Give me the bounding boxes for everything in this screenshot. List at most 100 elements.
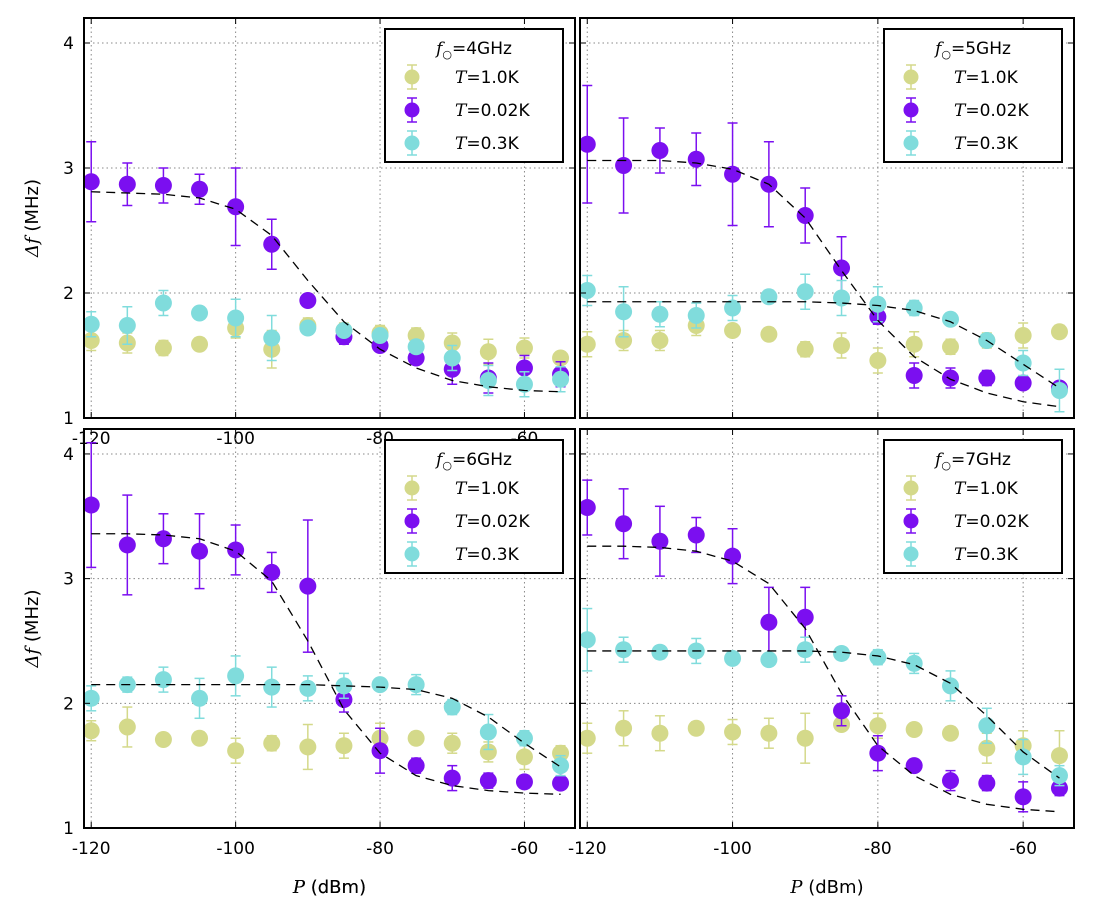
legend-title-var: f [933,39,944,59]
data-point [515,375,533,393]
data-point [687,526,705,544]
data-point [515,773,533,791]
fit-curve [91,191,561,393]
legend-marker [903,513,919,529]
series-1.0K [580,710,1068,782]
data-point [191,729,209,747]
axes-frame [579,428,1075,829]
x-tick-label: -100 [713,839,752,859]
legend-entry-var: T [455,512,468,532]
data-point [978,369,996,387]
legend-marker [404,69,420,85]
data-point [84,722,100,740]
x-axis-label-var: P [789,877,803,898]
y-tick-label: 1 [63,409,74,429]
x-axis-label: P (dBm) [789,877,863,898]
x-tick-label: -80 [864,839,892,859]
legend-entry-value: =1.0K [965,479,1018,499]
legend-entry-var: T [455,479,468,499]
data-point [515,748,533,766]
data-point [615,641,633,659]
data-point [227,309,245,327]
series-0.02K [84,141,570,394]
data-point [263,678,281,696]
data-point [552,757,570,775]
data-point [479,343,497,361]
legend-title-rest: =6GHz [452,450,512,470]
data-point [84,496,100,514]
data-point [263,329,281,347]
plot-area [84,441,570,795]
data-point [580,135,596,153]
data-point [942,772,959,790]
legend-entry-value: =0.02K [466,512,530,532]
axes-frame [83,428,576,829]
data-point [580,335,596,353]
series-0.02K [580,479,1068,813]
data-point [580,282,596,299]
series-1.0K [84,706,570,771]
legend-entry-value: =0.3K [965,134,1018,154]
legend-marker [404,513,420,529]
legend-entry-var: T [954,512,967,532]
data-point [1050,767,1068,785]
legend-entry: T=1.0K [455,68,520,88]
data-point [615,157,633,174]
y-tick-label: 1 [63,819,74,839]
data-point [615,515,633,533]
data-point [833,644,851,662]
data-point [335,691,353,709]
data-point [299,679,317,697]
y-tick-label: 3 [63,159,74,179]
data-point [833,337,851,354]
fit-curve-secondary [91,683,561,768]
legend-marker [404,102,420,118]
data-point [1050,747,1068,765]
x-tick-label: -80 [366,839,394,859]
data-point [942,369,959,387]
legend-entry: T=0.3K [954,134,1019,154]
data-point [118,536,136,554]
series-0.3K [580,273,1068,413]
data-point [869,352,887,369]
axes-frame [579,17,1075,419]
data-point [580,631,596,649]
y-tick-label: 3 [63,570,74,590]
series-0.02K [84,441,570,792]
data-point [443,769,461,787]
data-point [371,676,389,694]
legend-title: f○=7GHz [933,450,1011,472]
x-axis-label: P (dBm) [292,877,366,898]
data-point [905,367,923,384]
data-point [651,643,669,661]
data-point [479,723,497,741]
legend-entry: T=1.0K [954,479,1019,499]
series-1.0K [580,314,1068,374]
data-point [1014,748,1032,766]
legend-marker [404,135,420,151]
data-point [1050,382,1068,399]
data-point [191,689,209,707]
data-point [84,173,100,191]
x-tick-label: -100 [216,839,255,859]
data-point [905,299,923,317]
data-point [515,339,533,357]
legend-title: f○=4GHz [434,39,512,61]
data-point [1014,374,1032,392]
legend-marker [903,69,919,85]
legend-entry: T=1.0K [954,68,1019,88]
legend-entry-value: =0.3K [466,545,519,565]
data-point [154,730,172,748]
plot-area [580,84,1068,413]
y-axis-label: Δf (MHz) [22,590,43,669]
data-point [687,307,705,324]
data-point [796,729,814,747]
y-axis-label: Δf (MHz) [22,179,43,258]
data-point [651,724,669,742]
data-point [724,165,742,183]
data-point [154,671,172,689]
data-point [724,322,742,339]
